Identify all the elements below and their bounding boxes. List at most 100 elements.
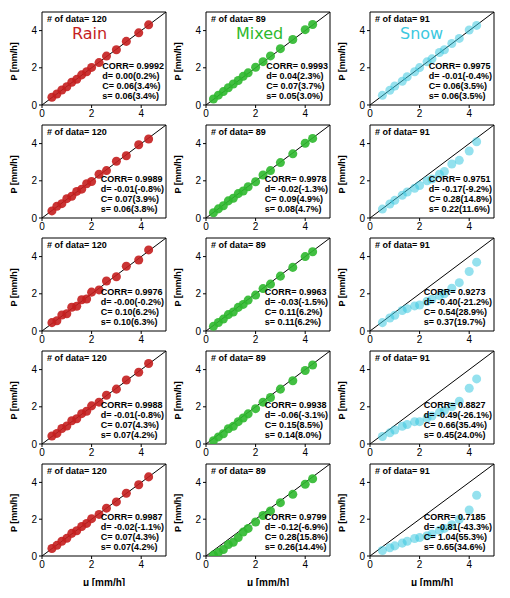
svg-text:P [mm/h]: P [mm/h] <box>173 268 183 306</box>
svg-text:P [mm/h]: P [mm/h] <box>337 268 347 306</box>
svg-text:4: 4 <box>138 334 144 345</box>
svg-text:0: 0 <box>195 100 201 111</box>
svg-text:0: 0 <box>367 108 373 119</box>
svg-text:0: 0 <box>203 447 209 458</box>
svg-text:4: 4 <box>359 364 365 375</box>
svg-text:2: 2 <box>417 559 423 570</box>
svg-text:4: 4 <box>31 138 37 149</box>
svg-text:0: 0 <box>359 326 365 337</box>
svg-text:2: 2 <box>31 175 37 186</box>
svg-text:4: 4 <box>138 221 144 232</box>
svg-text:4: 4 <box>302 559 308 570</box>
svg-text:4: 4 <box>302 108 308 119</box>
svg-text:2: 2 <box>253 108 259 119</box>
svg-text:4: 4 <box>359 251 365 262</box>
svg-text:P [mm/h]: P [mm/h] <box>9 42 19 80</box>
svg-text:2: 2 <box>195 514 201 525</box>
svg-text:0: 0 <box>359 213 365 224</box>
svg-text:0: 0 <box>31 326 37 337</box>
svg-text:0: 0 <box>359 439 365 450</box>
svg-text:2: 2 <box>359 62 365 73</box>
svg-text:P [mm/h]: P [mm/h] <box>173 381 183 419</box>
svg-text:2: 2 <box>89 221 95 232</box>
svg-text:P [mm/h]: P [mm/h] <box>9 494 19 532</box>
svg-text:P [mm/h]: P [mm/h] <box>9 268 19 306</box>
svg-text:2: 2 <box>417 447 423 458</box>
svg-text:2: 2 <box>89 334 95 345</box>
svg-text:0: 0 <box>39 447 45 458</box>
svg-text:P [mm/h]: P [mm/h] <box>337 42 347 80</box>
svg-text:4: 4 <box>466 559 472 570</box>
svg-text:4: 4 <box>195 477 201 488</box>
svg-text:0: 0 <box>31 551 37 562</box>
svg-text:2: 2 <box>359 401 365 412</box>
svg-text:0: 0 <box>39 334 45 345</box>
svg-text:2: 2 <box>31 62 37 73</box>
svg-text:2: 2 <box>89 447 95 458</box>
svg-text:0: 0 <box>195 551 201 562</box>
svg-text:0: 0 <box>31 100 37 111</box>
svg-text:4: 4 <box>195 251 201 262</box>
svg-text:4: 4 <box>31 251 37 262</box>
svg-text:2: 2 <box>417 108 423 119</box>
svg-text:0: 0 <box>39 221 45 232</box>
svg-text:μ [mm/h]: μ [mm/h] <box>411 577 453 586</box>
svg-text:0: 0 <box>203 221 209 232</box>
svg-text:0: 0 <box>359 551 365 562</box>
svg-text:2: 2 <box>195 175 201 186</box>
svg-text:2: 2 <box>253 559 259 570</box>
svg-text:P [mm/h]: P [mm/h] <box>173 155 183 193</box>
svg-text:2: 2 <box>417 334 423 345</box>
svg-text:0: 0 <box>367 559 373 570</box>
svg-text:2: 2 <box>31 401 37 412</box>
svg-text:0: 0 <box>39 559 45 570</box>
svg-text:4: 4 <box>359 25 365 36</box>
svg-text:0: 0 <box>359 100 365 111</box>
svg-text:2: 2 <box>253 447 259 458</box>
svg-text:2: 2 <box>195 288 201 299</box>
svg-text:0: 0 <box>203 108 209 119</box>
svg-text:4: 4 <box>195 364 201 375</box>
svg-text:4: 4 <box>302 334 308 345</box>
svg-text:0: 0 <box>203 559 209 570</box>
svg-text:0: 0 <box>367 221 373 232</box>
svg-text:0: 0 <box>367 447 373 458</box>
svg-text:4: 4 <box>466 108 472 119</box>
svg-text:2: 2 <box>89 559 95 570</box>
svg-text:0: 0 <box>367 334 373 345</box>
svg-text:2: 2 <box>31 288 37 299</box>
svg-text:2: 2 <box>89 108 95 119</box>
svg-text:4: 4 <box>138 559 144 570</box>
svg-text:P [mm/h]: P [mm/h] <box>173 42 183 80</box>
svg-text:4: 4 <box>302 447 308 458</box>
svg-text:2: 2 <box>359 514 365 525</box>
svg-text:0: 0 <box>31 213 37 224</box>
svg-text:0: 0 <box>195 326 201 337</box>
svg-text:4: 4 <box>138 447 144 458</box>
svg-text:2: 2 <box>195 62 201 73</box>
svg-text:0: 0 <box>195 213 201 224</box>
svg-text:0: 0 <box>203 334 209 345</box>
svg-text:2: 2 <box>195 401 201 412</box>
svg-text:P [mm/h]: P [mm/h] <box>337 155 347 193</box>
svg-text:4: 4 <box>359 138 365 149</box>
svg-text:4: 4 <box>466 334 472 345</box>
svg-text:μ [mm/h]: μ [mm/h] <box>247 577 289 586</box>
svg-text:4: 4 <box>359 477 365 488</box>
svg-text:0: 0 <box>39 108 45 119</box>
svg-text:2: 2 <box>31 514 37 525</box>
svg-text:2: 2 <box>359 175 365 186</box>
svg-text:4: 4 <box>31 477 37 488</box>
svg-text:2: 2 <box>359 288 365 299</box>
svg-text:4: 4 <box>466 447 472 458</box>
svg-text:4: 4 <box>195 138 201 149</box>
svg-text:4: 4 <box>31 25 37 36</box>
svg-text:4: 4 <box>31 364 37 375</box>
svg-text:4: 4 <box>466 221 472 232</box>
svg-text:P [mm/h]: P [mm/h] <box>173 494 183 532</box>
svg-text:P [mm/h]: P [mm/h] <box>9 381 19 419</box>
svg-text:μ [mm/h]: μ [mm/h] <box>83 577 125 586</box>
svg-text:4: 4 <box>138 108 144 119</box>
svg-text:2: 2 <box>417 221 423 232</box>
svg-text:0: 0 <box>195 439 201 450</box>
